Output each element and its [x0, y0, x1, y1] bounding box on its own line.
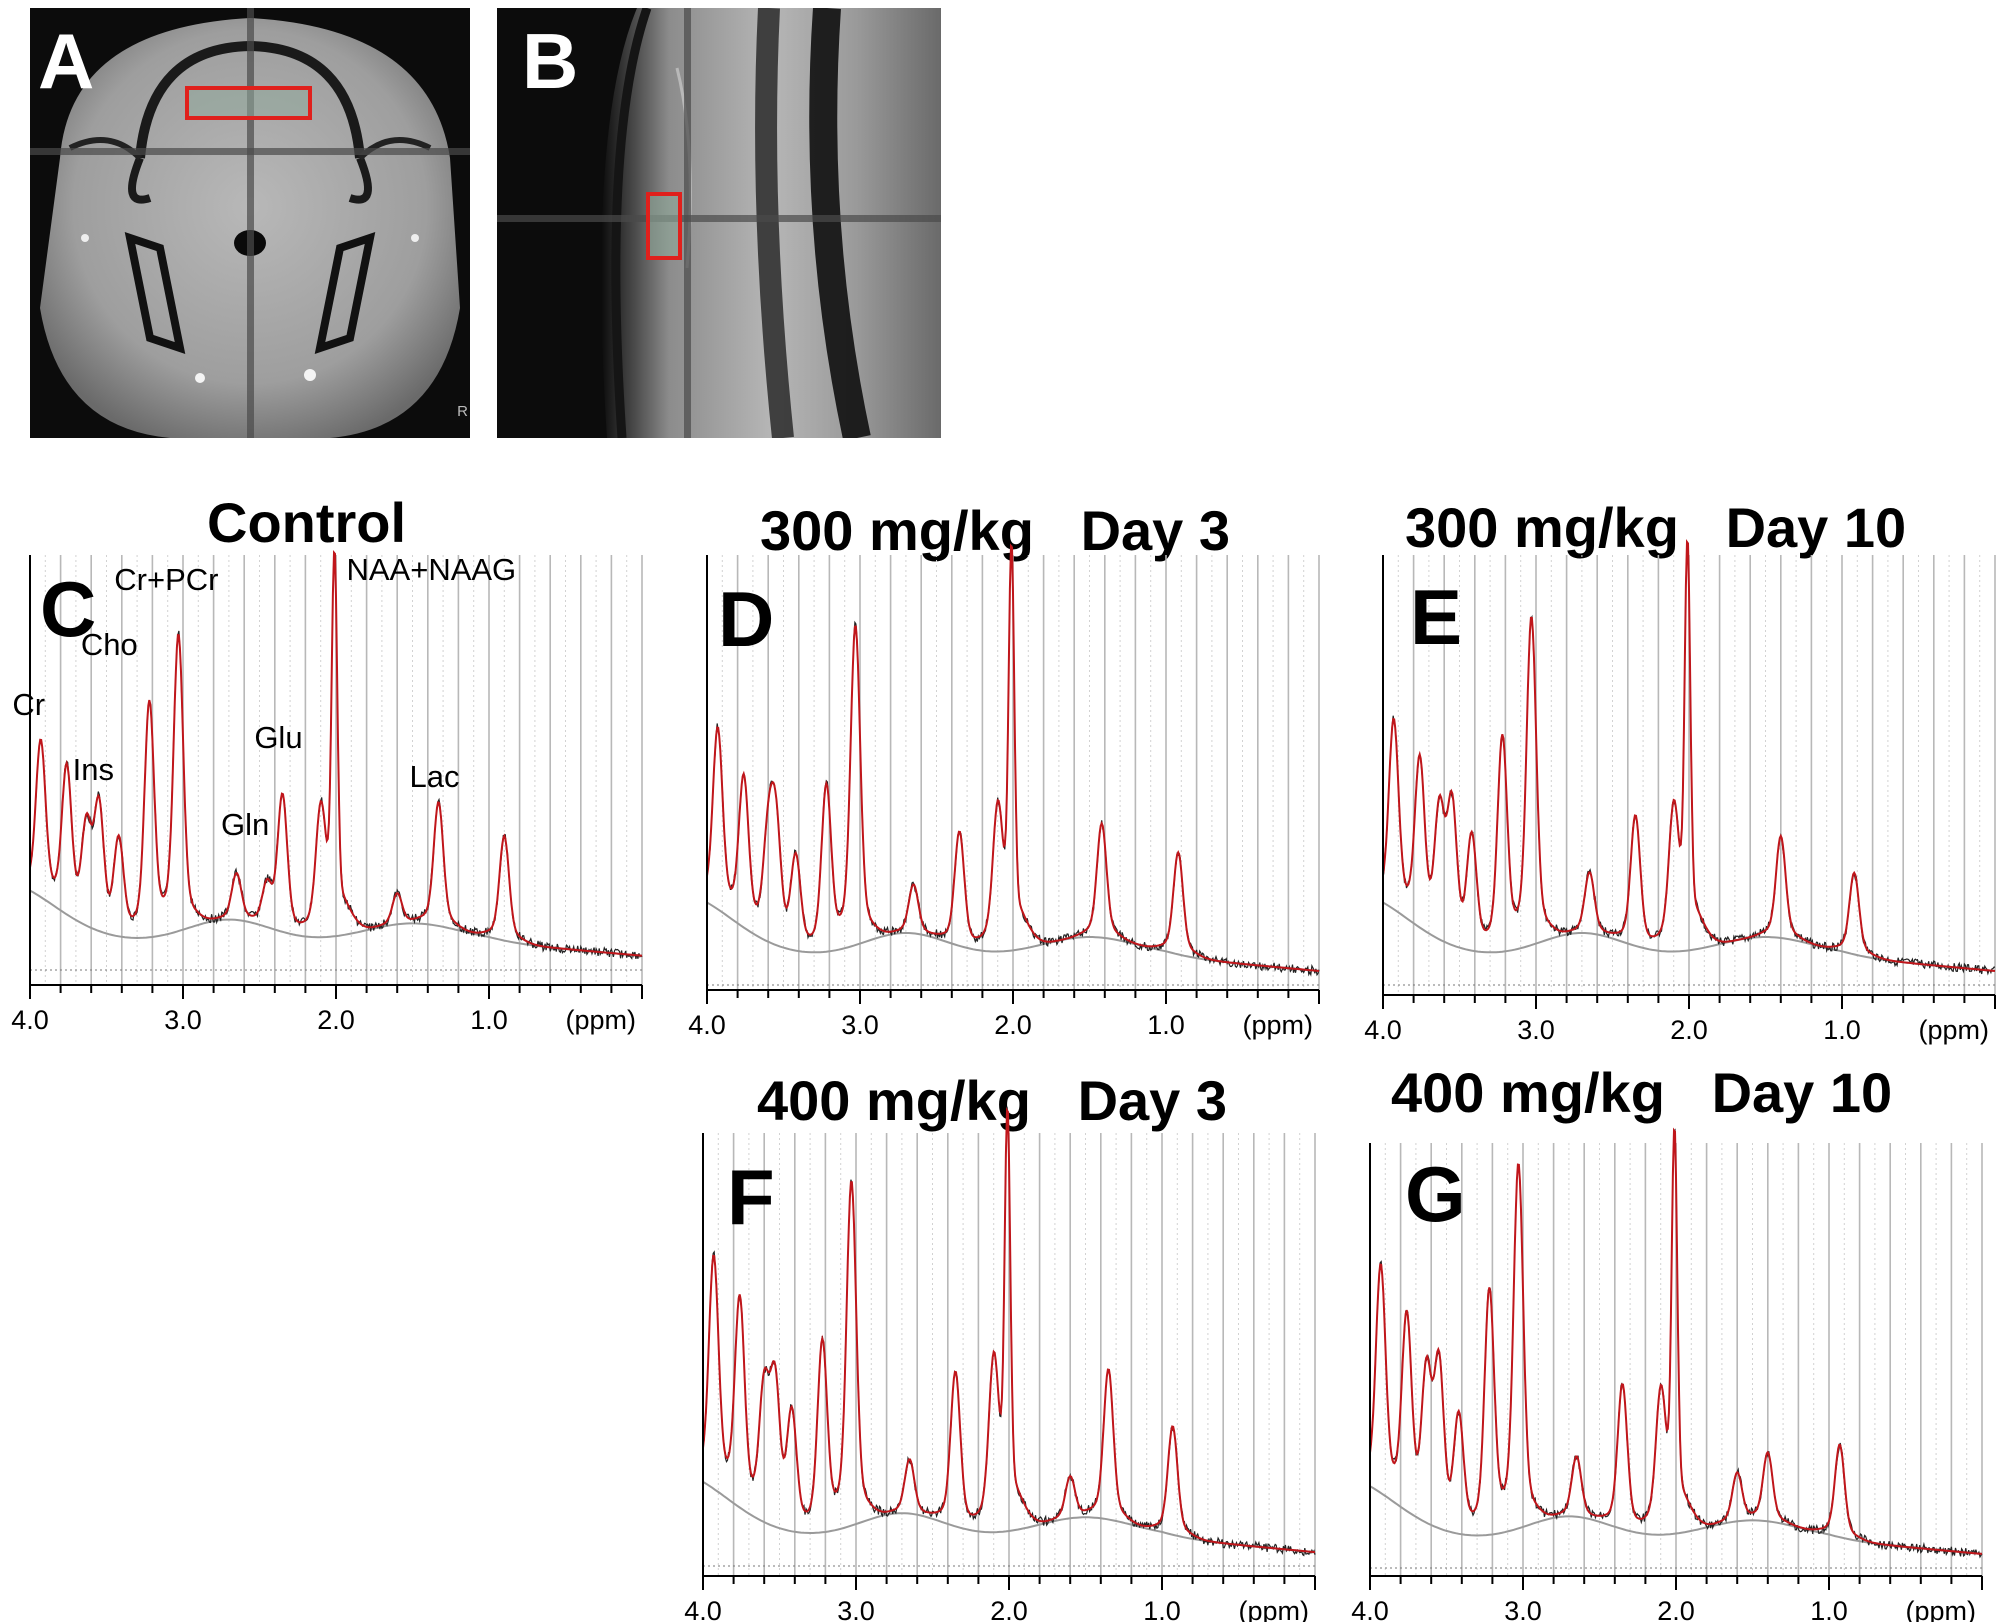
gridlines: [1382, 555, 1996, 995]
mri-sagittal-drawing: [497, 8, 941, 438]
x-tick-label: 2.0: [1657, 1596, 1695, 1622]
panel-label-e: E: [1410, 573, 1463, 661]
x-tick-label: 1.0: [1823, 1015, 1861, 1045]
peak-label: Cho: [81, 627, 138, 662]
x-tick-label: 3.0: [1504, 1596, 1542, 1622]
mri-corner-mark: R: [457, 403, 468, 420]
voxel-outline-sagittal: [646, 192, 682, 260]
mri-coronal-drawing: [30, 8, 470, 438]
peak-label: Cr+PCr: [114, 562, 218, 597]
x-tick-label: 3.0: [837, 1596, 875, 1622]
fitted-spectrum-line: [702, 1106, 1315, 1554]
panel-label-a: A: [38, 17, 95, 105]
spectrum-400-day3: 4.0 3.0 2.0 1.0 (ppm): [684, 1106, 1323, 1622]
x-axis-label: (ppm): [1905, 1596, 1976, 1622]
x-axis-label: (ppm): [565, 1005, 636, 1035]
x-tick-label: 2.0: [317, 1005, 355, 1035]
voxel-outline-coronal: [185, 86, 312, 120]
fitted-spectrum-line: [1369, 1127, 1983, 1555]
gridlines: [1369, 1143, 1983, 1576]
x-tick-label: 2.0: [1670, 1015, 1708, 1045]
x-tick-label: 4.0: [1364, 1015, 1402, 1045]
spectrum-300-day3: 4.0 3.0 2.0 1.0 (ppm): [688, 543, 1327, 1040]
title-300-day10: 300 mg/kg Day 10: [1405, 496, 1907, 559]
panel-label-c: C: [40, 565, 97, 653]
x-tick-label: 1.0: [1143, 1596, 1181, 1622]
spectrum-400-day10: 4.0 3.0 2.0 1.0 (ppm): [1351, 1127, 1990, 1622]
spectrum-control: 4.0 3.0 2.0 1.0 (ppm) Cr Ins Cho Cr+PCr Gln Glu NAA…: [11, 550, 650, 1035]
x-tick-label: 4.0: [1351, 1596, 1389, 1622]
spectrum-300-day10: 4.0 3.0 2.0 1.0 (ppm): [1364, 538, 2003, 1045]
panel-label-g: G: [1405, 1150, 1466, 1238]
peak-label: Ins: [73, 752, 114, 787]
x-tick-label: 3.0: [164, 1005, 202, 1035]
fitted-spectrum-line: [706, 543, 1320, 972]
x-tick-label: 1.0: [1147, 1010, 1185, 1040]
peak-label: NAA+NAAG: [346, 552, 516, 587]
x-tick-label: 2.0: [994, 1010, 1032, 1040]
title-control: Control: [207, 491, 407, 554]
panel-label-f: F: [727, 1153, 775, 1241]
gridlines: [29, 555, 643, 985]
fitted-spectrum-line: [29, 550, 643, 957]
title-400-day10: 400 mg/kg Day 10: [1391, 1061, 1893, 1124]
x-tick-label: 2.0: [990, 1596, 1028, 1622]
x-tick-label: 1.0: [470, 1005, 508, 1035]
x-tick-label: 4.0: [684, 1596, 722, 1622]
title-400-day3: 400 mg/kg Day 3: [757, 1069, 1228, 1132]
x-tick-label: 3.0: [1517, 1015, 1555, 1045]
panel-label-d: D: [718, 575, 775, 663]
panel-label-b: B: [522, 17, 579, 105]
x-axis-label: (ppm): [1238, 1596, 1309, 1622]
peak-label: Lac: [410, 759, 460, 794]
mri-coronal-image: R: [30, 8, 470, 438]
peak-label: Gln: [221, 807, 269, 842]
peak-label: Cr: [12, 687, 45, 722]
x-tick-label: 4.0: [688, 1010, 726, 1040]
x-axis-label: (ppm): [1918, 1015, 1989, 1045]
x-axis-label: (ppm): [1242, 1010, 1313, 1040]
title-300-day3: 300 mg/kg Day 3: [760, 499, 1231, 562]
x-tick-label: 1.0: [1810, 1596, 1848, 1622]
peak-label: Glu: [254, 720, 302, 755]
fitted-spectrum-line: [1382, 538, 1996, 972]
mri-sagittal-image: [497, 8, 941, 438]
x-tick-label: 3.0: [841, 1010, 879, 1040]
x-tick-label: 4.0: [11, 1005, 49, 1035]
